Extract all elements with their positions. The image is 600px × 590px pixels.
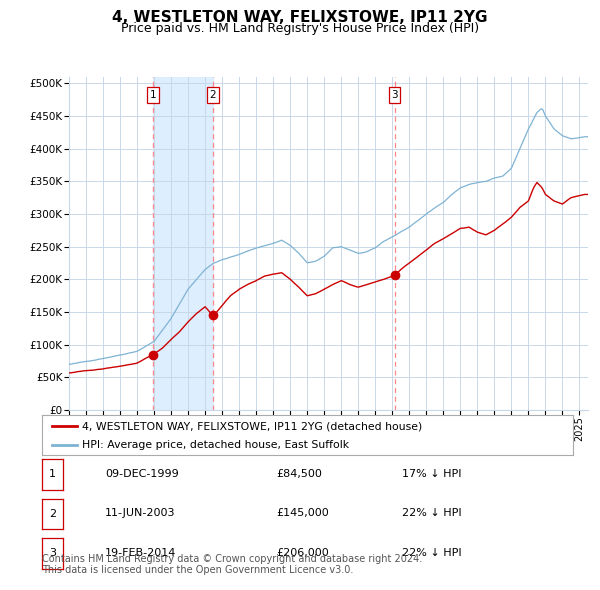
- Text: 4, WESTLETON WAY, FELIXSTOWE, IP11 2YG (detached house): 4, WESTLETON WAY, FELIXSTOWE, IP11 2YG (…: [82, 421, 422, 431]
- Text: Contains HM Land Registry data © Crown copyright and database right 2024.
This d: Contains HM Land Registry data © Crown c…: [42, 553, 422, 575]
- Text: £84,500: £84,500: [276, 469, 322, 478]
- Text: 11-JUN-2003: 11-JUN-2003: [105, 509, 176, 518]
- Text: 22% ↓ HPI: 22% ↓ HPI: [402, 509, 461, 518]
- Text: £206,000: £206,000: [276, 548, 329, 558]
- Text: 22% ↓ HPI: 22% ↓ HPI: [402, 548, 461, 558]
- Text: Price paid vs. HM Land Registry's House Price Index (HPI): Price paid vs. HM Land Registry's House …: [121, 22, 479, 35]
- Text: 3: 3: [49, 549, 56, 558]
- Text: 17% ↓ HPI: 17% ↓ HPI: [402, 469, 461, 478]
- Text: £145,000: £145,000: [276, 509, 329, 518]
- Text: 4, WESTLETON WAY, FELIXSTOWE, IP11 2YG: 4, WESTLETON WAY, FELIXSTOWE, IP11 2YG: [112, 10, 488, 25]
- Text: 19-FEB-2014: 19-FEB-2014: [105, 548, 176, 558]
- Text: 2: 2: [209, 90, 216, 100]
- Text: 2: 2: [49, 509, 56, 519]
- Bar: [153, 77, 212, 410]
- Text: 09-DEC-1999: 09-DEC-1999: [105, 469, 179, 478]
- Text: HPI: Average price, detached house, East Suffolk: HPI: Average price, detached house, East…: [82, 441, 349, 450]
- Text: 3: 3: [391, 90, 398, 100]
- Text: 1: 1: [49, 470, 56, 479]
- Text: 1: 1: [149, 90, 156, 100]
